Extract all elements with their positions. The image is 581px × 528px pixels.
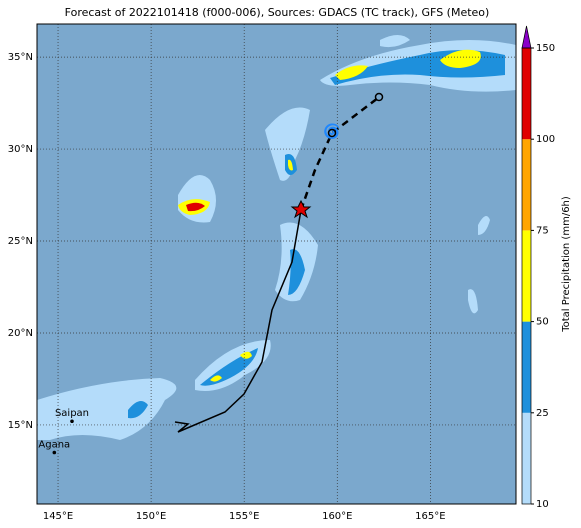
map-frame: [36, 23, 517, 505]
colorbar-tick-label: 25: [536, 408, 549, 419]
colorbar-label: Total Precipitation (mm/6h): [561, 196, 572, 333]
y-tick-label: 20°N: [8, 328, 33, 339]
x-tick-label: 155°E: [229, 511, 259, 522]
x-tick-label: 165°E: [415, 511, 445, 522]
colorbar-extend: [521, 25, 532, 49]
precipitation: [37, 35, 516, 440]
tc-track: 🌀: [174, 92, 384, 433]
colorbar-tick-label: 100: [536, 134, 555, 145]
x-tick-label: 145°E: [43, 511, 73, 522]
colorbar-tick-label: 150: [536, 43, 555, 54]
y-tick-label: 25°N: [8, 236, 33, 247]
colorbar-segment: [522, 412, 531, 504]
city-marker: [70, 419, 74, 424]
colorbar-tick-label: 10: [536, 499, 549, 510]
cyclone-symbol: 🌀: [323, 122, 340, 140]
y-tick-label: 30°N: [8, 144, 33, 155]
x-tick-label: 160°E: [322, 511, 352, 522]
forecast-track: [299, 97, 379, 211]
observed-track: [174, 209, 302, 433]
city-marker: [52, 450, 57, 455]
city-label: Saipan: [55, 408, 89, 419]
colorbar-segment: [522, 48, 531, 140]
city-label: Agana: [38, 440, 70, 451]
grid: [37, 24, 516, 504]
cities: Saipan Agana: [38, 408, 89, 455]
colorbar-tick-label: 75: [536, 225, 549, 236]
colorbar: 10 25 50 75 100 150: [521, 25, 555, 510]
y-tick-label: 35°N: [8, 52, 33, 63]
current-position: [290, 199, 312, 219]
colorbar-segment: [522, 321, 531, 413]
x-tick-label: 150°E: [136, 511, 166, 522]
map-title: Forecast of 2022101418 (f000-006), Sourc…: [65, 6, 490, 19]
colorbar-segment: [522, 230, 531, 322]
colorbar-tick-label: 50: [536, 317, 549, 328]
colorbar-frame: [521, 47, 532, 505]
y-tick-label: 15°N: [8, 420, 33, 431]
cyclone-symbol: [327, 92, 384, 138]
colorbar-segment: [522, 139, 531, 231]
